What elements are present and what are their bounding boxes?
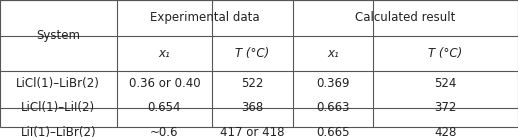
Text: 417 or 418: 417 or 418 bbox=[220, 126, 285, 138]
Text: x₁: x₁ bbox=[327, 47, 339, 60]
Text: 0.665: 0.665 bbox=[316, 126, 350, 138]
Text: ~0.6: ~0.6 bbox=[150, 126, 179, 138]
Text: T (°C): T (°C) bbox=[428, 47, 463, 60]
Text: T (°C): T (°C) bbox=[235, 47, 270, 60]
Text: 0.654: 0.654 bbox=[148, 101, 181, 114]
Text: Calculated result: Calculated result bbox=[355, 11, 455, 24]
Text: Experimental data: Experimental data bbox=[150, 11, 260, 24]
Text: LiCl(1)–LiBr(2): LiCl(1)–LiBr(2) bbox=[17, 77, 100, 90]
Text: x₁: x₁ bbox=[159, 47, 170, 60]
Text: 0.36 or 0.40: 0.36 or 0.40 bbox=[128, 77, 200, 90]
Text: 368: 368 bbox=[241, 101, 264, 114]
Text: 0.663: 0.663 bbox=[316, 101, 350, 114]
Text: System: System bbox=[36, 29, 80, 42]
Text: LiI(1)–LiBr(2): LiI(1)–LiBr(2) bbox=[21, 126, 96, 138]
Text: 372: 372 bbox=[434, 101, 457, 114]
Text: 428: 428 bbox=[434, 126, 457, 138]
Text: LiCl(1)–LiI(2): LiCl(1)–LiI(2) bbox=[21, 101, 95, 114]
Text: 522: 522 bbox=[241, 77, 264, 90]
Text: 524: 524 bbox=[434, 77, 457, 90]
Text: 0.369: 0.369 bbox=[316, 77, 350, 90]
